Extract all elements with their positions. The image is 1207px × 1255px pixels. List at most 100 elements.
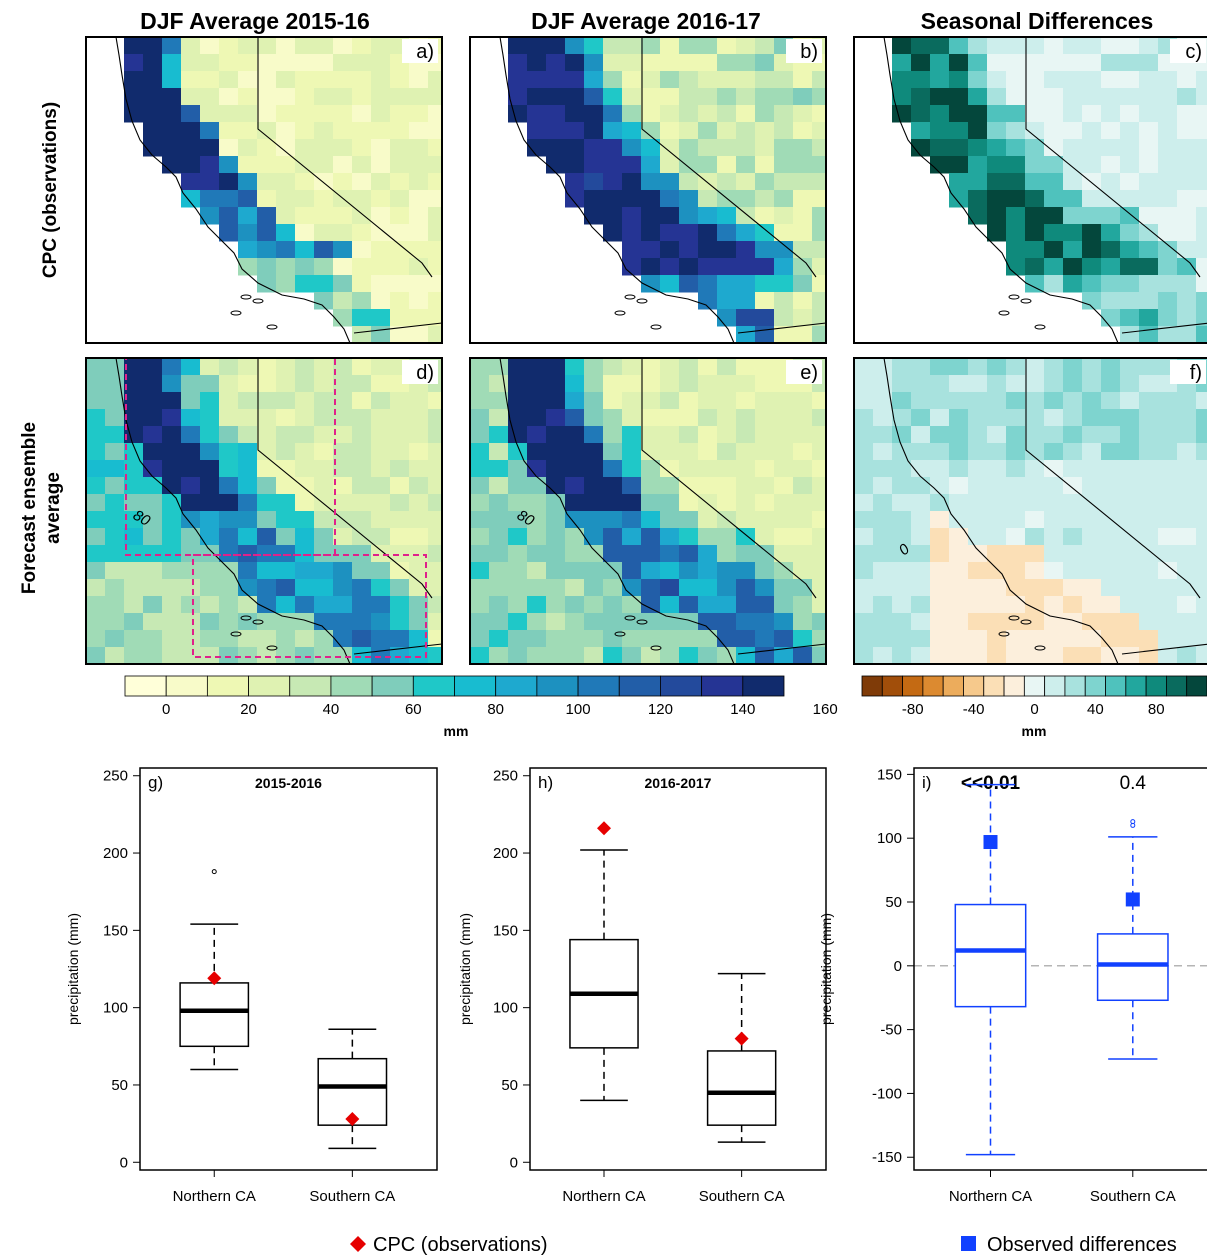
map-cell	[86, 647, 106, 664]
map-cell	[200, 139, 220, 157]
map-cell	[641, 613, 661, 631]
map-cell	[390, 292, 410, 310]
map-cell	[546, 54, 566, 72]
map-cell	[143, 426, 163, 444]
map-cell	[641, 545, 661, 563]
map-cell	[774, 173, 794, 191]
y-tick-label: 150	[103, 922, 128, 939]
map-cell	[257, 630, 277, 648]
map-cell	[1120, 630, 1140, 648]
map-cell	[873, 528, 893, 546]
y-tick-label: 0	[120, 1154, 128, 1171]
map-cell	[257, 190, 277, 208]
map-cell	[660, 409, 680, 427]
map-cell	[641, 596, 661, 614]
colorbar-tick-label: 40	[1087, 701, 1104, 718]
map-cell	[660, 241, 680, 259]
map-cell	[1196, 275, 1207, 293]
x-tick-label: Northern CA	[949, 1188, 1032, 1205]
map-cell	[584, 562, 604, 580]
map-cell	[1063, 613, 1083, 631]
map-cell	[143, 358, 163, 376]
map-cell	[1177, 579, 1197, 597]
map-cell	[428, 224, 442, 242]
map-cell	[181, 409, 201, 427]
colorbar-swatch	[922, 675, 944, 697]
map-cell	[892, 54, 912, 72]
coastline	[499, 37, 735, 343]
map-cell	[276, 71, 296, 89]
map-cell	[409, 511, 429, 529]
map-cell	[755, 173, 775, 191]
map-cell	[428, 511, 442, 529]
map-cell	[949, 37, 969, 55]
map-cell	[603, 375, 623, 393]
map-cell	[873, 596, 893, 614]
map-cell	[698, 460, 718, 478]
map-cell	[276, 207, 296, 225]
international-border	[1121, 322, 1207, 334]
map-cell	[698, 156, 718, 174]
map-cell	[968, 460, 988, 478]
map-cell	[641, 630, 661, 648]
map-cell	[679, 54, 699, 72]
map-cell	[200, 528, 220, 546]
map-cell	[219, 494, 239, 512]
map-cell	[162, 443, 182, 461]
map-cell	[755, 596, 775, 614]
map-cell	[1063, 156, 1083, 174]
map-cell	[1139, 630, 1159, 648]
map-cell	[333, 37, 353, 55]
map-cell	[1082, 375, 1102, 393]
map-cell	[238, 477, 258, 495]
map-cell	[679, 156, 699, 174]
y-tick-label: 50	[501, 1077, 518, 1094]
map-cell	[489, 545, 509, 563]
map-cell	[238, 545, 258, 563]
map-cell	[641, 477, 661, 495]
map-cell	[854, 477, 874, 495]
map-cell	[755, 375, 775, 393]
map-cell	[755, 122, 775, 140]
map-cell	[660, 54, 680, 72]
map-cell	[793, 139, 813, 157]
map-cell	[892, 105, 912, 123]
map-cell	[774, 596, 794, 614]
map-cell	[352, 596, 372, 614]
map-cell	[546, 460, 566, 478]
colorbar-swatch	[1023, 675, 1046, 697]
map-cell	[911, 139, 931, 157]
map-cell	[1139, 358, 1159, 376]
map-cell	[508, 426, 528, 444]
map-cell	[774, 71, 794, 89]
map-cell	[314, 190, 334, 208]
map-cell	[143, 88, 163, 106]
map-cell	[987, 647, 1007, 664]
map-cell	[911, 71, 931, 89]
map-cell	[1006, 156, 1026, 174]
map-cell	[774, 275, 794, 293]
map-cell	[390, 460, 410, 478]
map-cell	[622, 562, 642, 580]
map-cell	[333, 630, 353, 648]
map-cell	[930, 392, 950, 410]
map-cell	[755, 477, 775, 495]
map-cell	[257, 562, 277, 580]
map-cell	[295, 613, 315, 631]
map-cell	[1158, 309, 1178, 327]
panel-letter: h)	[538, 773, 553, 792]
map-cell	[124, 630, 144, 648]
map-cell	[428, 579, 442, 597]
map-cell	[1120, 613, 1140, 631]
map-cell	[352, 358, 372, 376]
y-axis-label: precipitation (mm)	[818, 913, 834, 1025]
map-cell	[660, 173, 680, 191]
map-cell	[755, 511, 775, 529]
map-cell	[1082, 426, 1102, 444]
map-cell	[1025, 358, 1045, 376]
map-cell	[793, 71, 813, 89]
map-cell	[1196, 409, 1207, 427]
map-cell	[717, 545, 737, 563]
map-cell	[333, 88, 353, 106]
